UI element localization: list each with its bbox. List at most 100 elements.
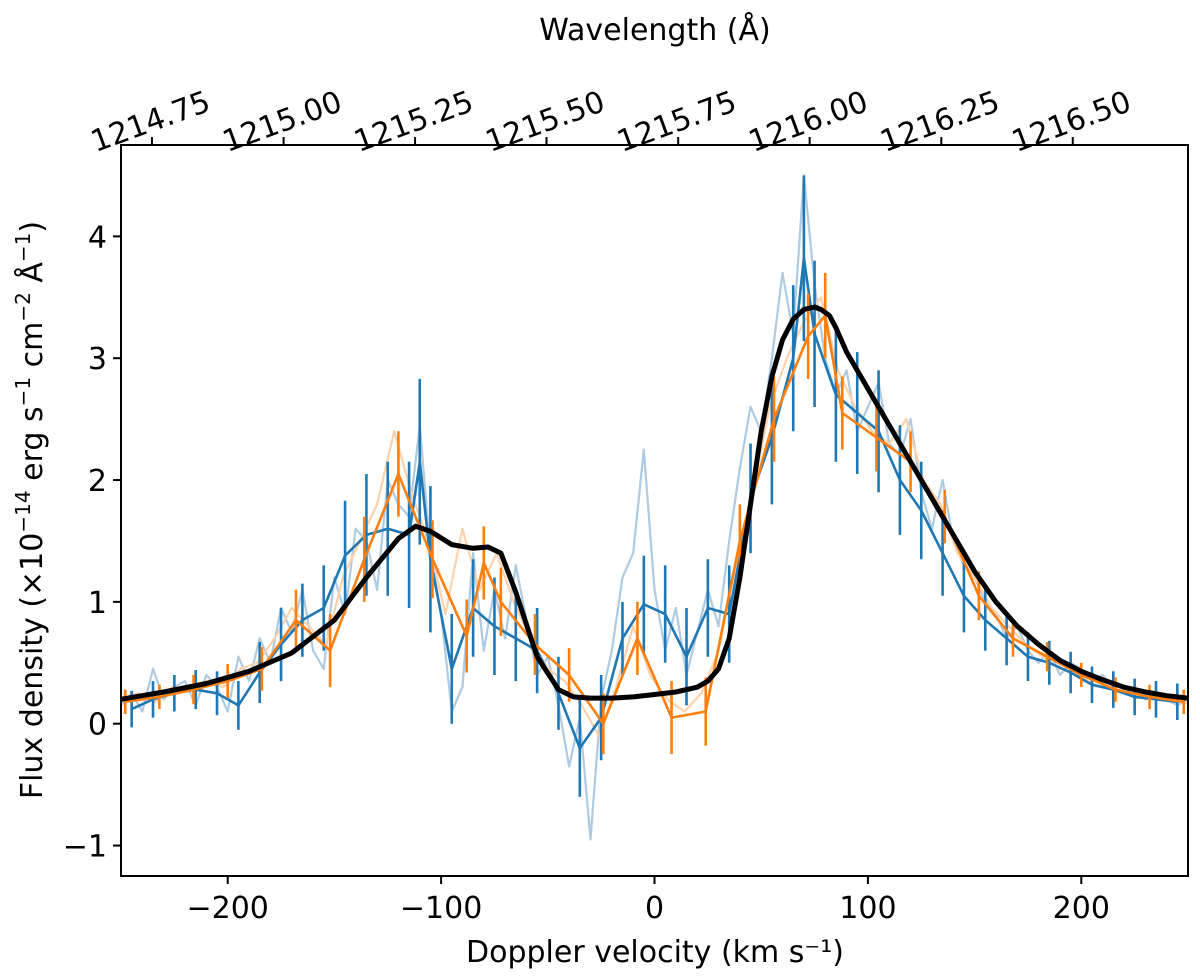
blue-binned-point	[919, 509, 923, 512]
orange-raw-point	[973, 576, 976, 579]
orange-binned-point	[226, 679, 230, 683]
orange-binned-point	[738, 539, 742, 543]
x-axis-label: Doppler velocity (km s⁻¹)	[466, 935, 844, 970]
y-axis-label-mid1: erg s	[15, 406, 50, 490]
orange-raw-point	[683, 710, 686, 713]
x-tick-label: −100	[400, 891, 482, 926]
top-x-tick-label: 1215.75	[613, 84, 742, 159]
blue-raw-point	[717, 625, 720, 628]
blue-binned-point	[343, 554, 347, 557]
blue-raw-point	[568, 765, 571, 768]
orange-binned-point	[499, 600, 503, 604]
blue-binned-point	[418, 460, 422, 464]
blue-binned-point	[493, 624, 496, 628]
y-tick-label: 3	[88, 342, 107, 377]
orange-raw-point	[256, 661, 259, 664]
blue-raw-point	[781, 271, 784, 275]
binned-spectra-layer	[123, 175, 1186, 797]
blue-raw-point	[151, 667, 155, 670]
blue-raw-point	[738, 466, 741, 469]
blue-raw-point	[632, 552, 635, 555]
blue-binned-point	[215, 691, 219, 695]
blue-binned-point	[365, 533, 368, 537]
top-x-tick-label: 1215.50	[481, 84, 610, 159]
blue-binned-point	[642, 602, 646, 606]
orange-binned-point	[328, 649, 332, 653]
orange-binned-point	[704, 710, 708, 713]
blue-binned-point	[791, 356, 795, 360]
blue-binned-point	[1005, 637, 1009, 640]
blue-raw-point	[504, 637, 507, 640]
blue-raw-point	[866, 405, 870, 409]
orange-raw-point	[700, 692, 703, 695]
blue-binned-point	[300, 618, 304, 622]
orange-raw-point	[819, 296, 823, 299]
orange-binned-point	[840, 411, 844, 415]
x-tick-label: 0	[645, 891, 664, 926]
blue-raw-point	[653, 588, 656, 591]
top-x-tick-label: 1216.50	[1007, 84, 1136, 159]
orange-binned-point	[482, 561, 486, 565]
blue-raw-point	[322, 667, 325, 670]
blue-raw-point	[375, 588, 379, 591]
orange-raw-point	[632, 625, 635, 628]
y-tick-label: −1	[63, 830, 107, 865]
orange-binned-point	[567, 673, 571, 677]
y-axis-label-mid3: Å	[14, 262, 50, 293]
blue-raw-point	[482, 649, 485, 652]
orange-binned-point	[1011, 637, 1015, 640]
blue-binned-point	[621, 637, 624, 640]
orange-raw-point	[580, 704, 584, 707]
blue-raw-point	[205, 673, 208, 677]
blue-raw-point	[621, 576, 624, 579]
orange-binned-point	[1114, 688, 1117, 691]
orange-raw-point	[836, 369, 840, 372]
blue-binned-point	[1133, 695, 1137, 699]
y-axis-label-exp2: −1	[11, 377, 35, 406]
blue-raw-point	[183, 679, 187, 683]
top-x-tick-label: 1216.25	[876, 84, 1005, 159]
blue-raw-point	[226, 710, 229, 713]
orange-raw-point	[939, 503, 942, 506]
orange-binned-point	[875, 436, 878, 439]
blue-binned-point	[578, 746, 582, 750]
y-axis-label-exp1: −14	[11, 490, 35, 532]
orange-binned-point	[465, 634, 469, 638]
blue-raw-point	[354, 527, 357, 530]
raw-spectra-layer	[121, 174, 1188, 841]
top-x-tick-label: 1215.00	[218, 84, 347, 159]
plot-frame	[120, 144, 1189, 877]
orange-raw-point	[1007, 625, 1010, 628]
blue-raw-point	[258, 637, 261, 640]
blue-binned-line	[131, 256, 1178, 750]
model-layer	[121, 304, 1188, 702]
blue-binned-point	[813, 332, 816, 336]
orange-binned-point	[294, 618, 298, 622]
blue-raw-point	[845, 369, 848, 372]
y-tick-label: 4	[88, 220, 107, 255]
orange-binned-point	[158, 695, 161, 699]
y-axis-label: Flux density (×10−14 erg s−1 cm−2 Å−1)	[11, 221, 50, 799]
orange-binned-point	[1148, 695, 1151, 699]
orange-raw-point	[307, 625, 310, 628]
orange-raw-point	[888, 442, 891, 445]
orange-raw-point	[666, 698, 669, 701]
blue-raw-point	[162, 698, 165, 701]
orange-raw-point	[563, 679, 566, 683]
orange-raw-point	[444, 612, 447, 616]
orange-raw-point	[768, 405, 771, 409]
orange-raw-point	[273, 637, 276, 640]
top-x-tick-label: 1216.00	[744, 84, 873, 159]
orange-raw-point	[154, 700, 157, 703]
blue-binned-point	[962, 594, 966, 598]
orange-raw-point	[990, 606, 993, 610]
blue-binned-point	[898, 478, 902, 482]
orange-binned-point	[806, 334, 810, 338]
orange-binned-point	[670, 716, 673, 720]
orange-raw-point	[785, 357, 788, 360]
orange-raw-point	[956, 552, 959, 555]
y-axis-label-exp3: −2	[11, 292, 35, 321]
blue-raw-point	[461, 686, 464, 689]
